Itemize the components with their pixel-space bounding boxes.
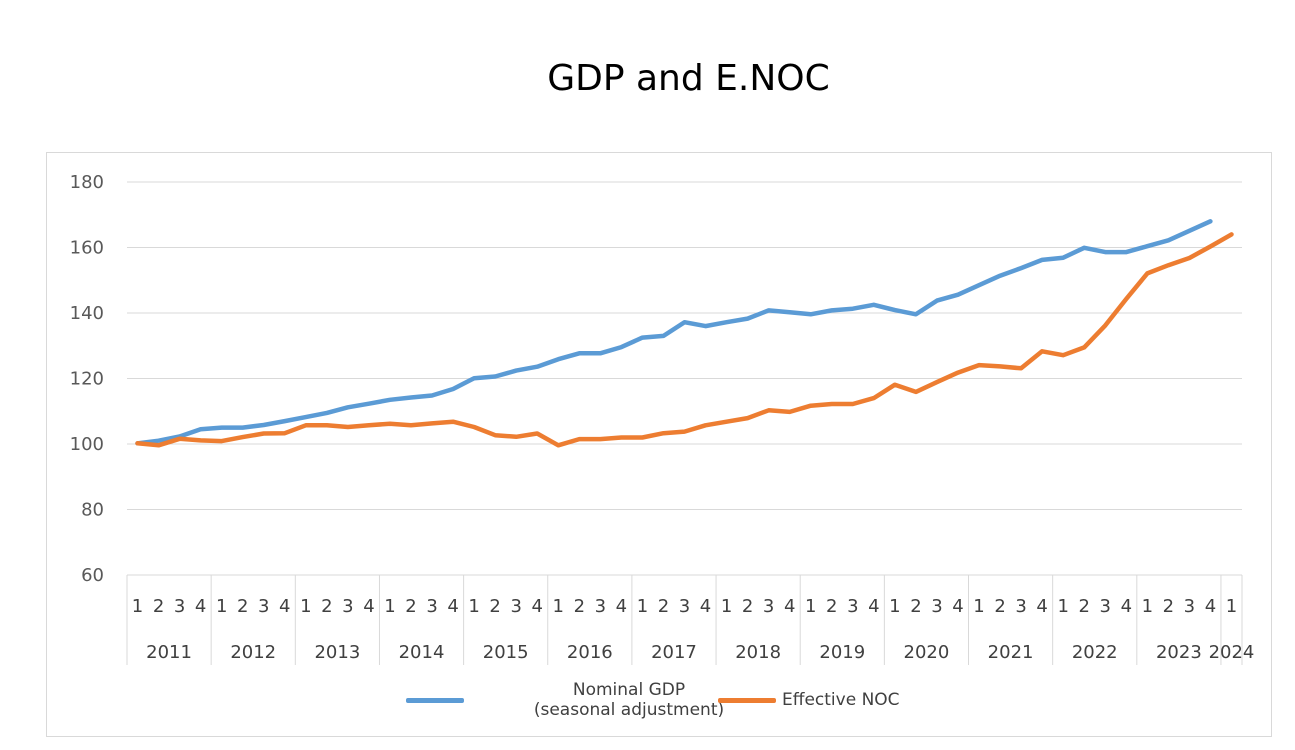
quarter-tick-label: 1 <box>216 596 227 617</box>
series-lines <box>135 219 1234 448</box>
legend-item-gdp: Nominal GDP (seasonal adjustment) <box>406 680 734 720</box>
year-label: 2011 <box>146 642 192 663</box>
year-label: 2018 <box>735 642 781 663</box>
year-label: 2015 <box>483 642 529 663</box>
legend-swatch-noc <box>718 697 776 703</box>
quarter-tick-label: 2 <box>153 596 164 617</box>
y-tick-label: 120 <box>70 369 104 390</box>
quarter-tick-label: 2 <box>321 596 332 617</box>
quarter-tick-label: 4 <box>952 596 963 617</box>
quarter-tick-label: 4 <box>616 596 627 617</box>
y-tick-label: 60 <box>81 565 104 586</box>
y-tick-label: 140 <box>70 303 104 324</box>
quarter-tick-label: 4 <box>447 596 458 617</box>
quarter-tick-label: 2 <box>910 596 921 617</box>
quarter-tick-label: 3 <box>1184 596 1195 617</box>
gridlines <box>127 181 1242 576</box>
quarter-tick-label: 1 <box>889 596 900 617</box>
quarter-tick-label: 3 <box>679 596 690 617</box>
category-axis <box>126 575 1243 665</box>
quarter-tick-label: 1 <box>805 596 816 617</box>
quarter-tick-label: 4 <box>1036 596 1047 617</box>
quarter-tick-label: 4 <box>1121 596 1132 617</box>
quarter-tick-label: 3 <box>258 596 269 617</box>
year-label: 2016 <box>567 642 613 663</box>
chart-frame <box>46 152 1272 737</box>
quarter-tick-label: 1 <box>1057 596 1068 617</box>
year-label: 2013 <box>314 642 360 663</box>
quarter-tick-label: 2 <box>489 596 500 617</box>
quarter-tick-label: 3 <box>931 596 942 617</box>
quarter-tick-label: 3 <box>1015 596 1026 617</box>
quarter-tick-label: 2 <box>994 596 1005 617</box>
quarter-tick-label: 2 <box>742 596 753 617</box>
year-label: 2019 <box>819 642 865 663</box>
quarter-tick-label: 2 <box>574 596 585 617</box>
quarter-tick-label: 1 <box>468 596 479 617</box>
quarter-tick-label: 1 <box>132 596 143 617</box>
year-label: 2014 <box>399 642 445 663</box>
quarter-tick-label: 4 <box>784 596 795 617</box>
legend-item-noc: Effective NOC <box>718 680 900 720</box>
quarter-tick-label: 1 <box>1226 596 1237 617</box>
y-tick-label: 80 <box>81 500 104 521</box>
quarter-tick-label: 4 <box>1205 596 1216 617</box>
quarter-tick-label: 3 <box>763 596 774 617</box>
quarter-tick-label: 3 <box>174 596 185 617</box>
y-tick-label: 100 <box>70 434 104 455</box>
quarter-tick-label: 2 <box>237 596 248 617</box>
legend-label-gdp: Nominal GDP (seasonal adjustment) <box>533 680 725 720</box>
quarter-tick-label: 3 <box>426 596 437 617</box>
quarter-tick-label: 2 <box>658 596 669 617</box>
chart-title: GDP and E.NOC <box>547 58 830 99</box>
quarter-tick-label: 1 <box>553 596 564 617</box>
quarter-tick-label: 4 <box>868 596 879 617</box>
quarter-tick-label: 2 <box>826 596 837 617</box>
year-label: 2012 <box>230 642 276 663</box>
quarter-tick-label: 4 <box>532 596 543 617</box>
year-label: 2021 <box>988 642 1034 663</box>
quarter-tick-label: 3 <box>595 596 606 617</box>
quarter-tick-label: 1 <box>1142 596 1153 617</box>
legend-label-noc: Effective NOC <box>782 690 900 710</box>
quarter-tick-label: 2 <box>1078 596 1089 617</box>
quarter-tick-label: 2 <box>1163 596 1174 617</box>
quarter-tick-label: 3 <box>1100 596 1111 617</box>
quarter-tick-label: 1 <box>721 596 732 617</box>
quarter-tick-label: 4 <box>700 596 711 617</box>
quarter-tick-label: 4 <box>195 596 206 617</box>
legend-swatch-gdp <box>406 697 464 703</box>
quarter-tick-label: 4 <box>363 596 374 617</box>
quarter-tick-label: 3 <box>342 596 353 617</box>
quarter-tick-label: 1 <box>384 596 395 617</box>
year-label: 2017 <box>651 642 697 663</box>
series-line-nominal-gdp <box>135 219 1213 446</box>
quarter-tick-label: 2 <box>405 596 416 617</box>
quarter-tick-label: 4 <box>279 596 290 617</box>
year-label: 2024 <box>1209 642 1255 663</box>
quarter-tick-label: 3 <box>510 596 521 617</box>
quarter-tick-label: 3 <box>847 596 858 617</box>
year-label: 2023 <box>1156 642 1202 663</box>
year-label: 2022 <box>1072 642 1118 663</box>
year-label: 2020 <box>904 642 950 663</box>
y-tick-label: 180 <box>70 172 104 193</box>
quarter-tick-label: 1 <box>637 596 648 617</box>
y-tick-label: 160 <box>70 238 104 259</box>
series-line-effective-noc <box>135 232 1234 448</box>
quarter-tick-label: 1 <box>300 596 311 617</box>
quarter-tick-label: 1 <box>973 596 984 617</box>
